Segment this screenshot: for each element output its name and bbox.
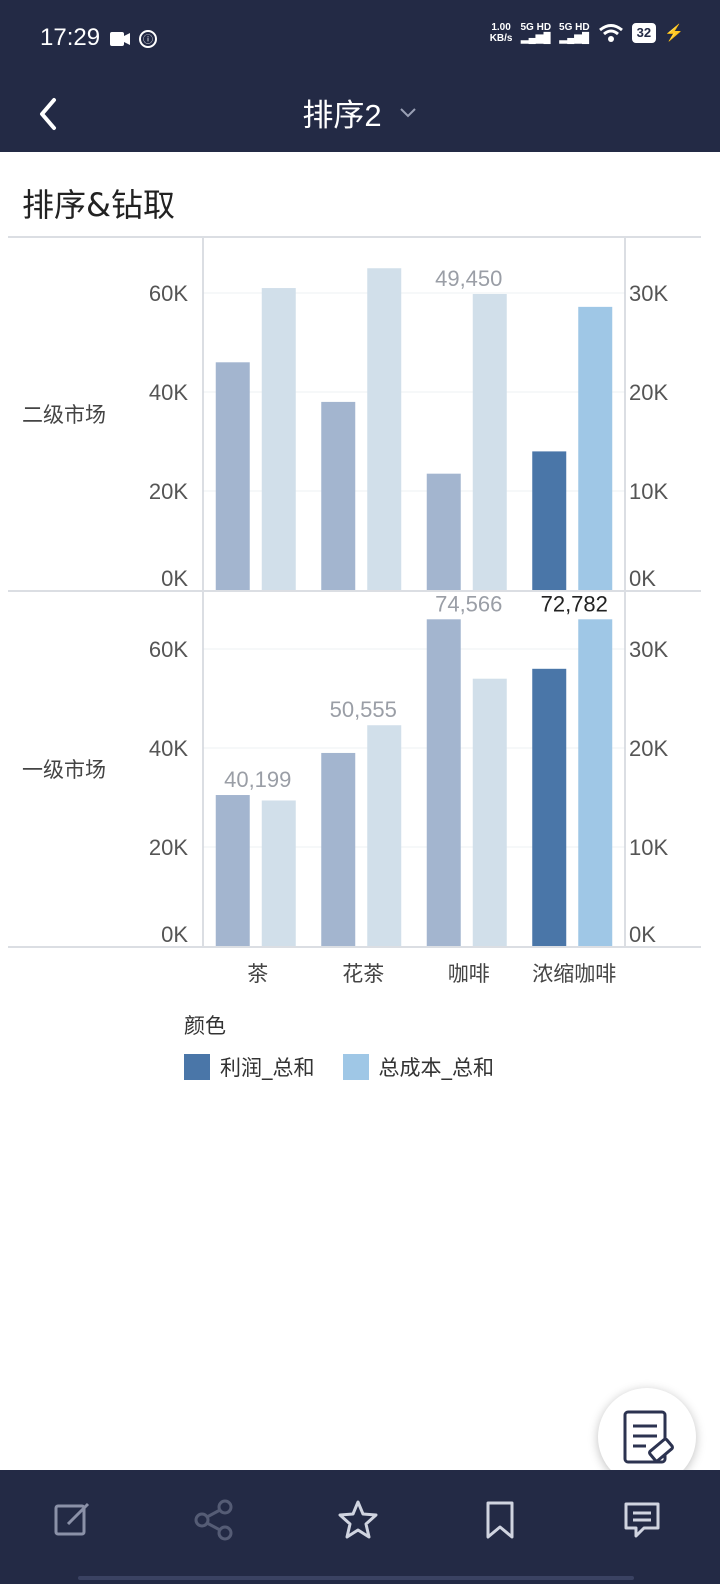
right-axis-tick-label: 20K <box>629 736 668 761</box>
left-axis-tick-label: 0K <box>161 566 188 591</box>
data-label-total: 50,555 <box>330 697 397 722</box>
signal-2: 5G HD ▂▄▆█ <box>559 22 590 44</box>
star-icon[interactable] <box>336 1498 380 1542</box>
data-label-total: 74,566 <box>435 591 502 616</box>
right-axis-tick-label: 30K <box>629 281 668 306</box>
svg-text:ⓘ: ⓘ <box>143 34 153 46</box>
bar-profit <box>426 619 461 946</box>
bar-cost <box>367 268 402 590</box>
legend: 颜色 利润_总和 总成本_总和 <box>184 1010 494 1082</box>
right-axis-tick-label: 0K <box>629 566 656 591</box>
bar-profit <box>426 473 461 590</box>
bar-cost <box>367 725 402 946</box>
left-axis-tick-label: 20K <box>149 835 188 860</box>
left-axis-tick-label: 40K <box>149 736 188 761</box>
data-label-total: 72,782 <box>541 591 608 616</box>
bar-chart: 0K 20K 40K 60K 0K 10K 20K 30K 二级市场 49,450 0K 20K 40K… <box>8 236 701 986</box>
right-axis-tick-label: 0K <box>629 922 656 947</box>
home-indicator <box>78 1576 634 1580</box>
bar-profit <box>215 795 250 946</box>
bar-cost <box>472 678 507 946</box>
category-label: 花茶 <box>342 963 384 986</box>
legend-item-profit[interactable]: 利润_总和 <box>184 1052 315 1082</box>
category-label: 浓缩咖啡 <box>532 963 616 986</box>
status-bar: 17:29 ⓘ 1.00 KB/s 5G HD ▂▄▆█ 5G HD ▂▄▆█ … <box>0 0 720 76</box>
back-icon[interactable] <box>34 94 70 134</box>
bar-profit <box>215 362 250 590</box>
left-axis-tick-label: 60K <box>149 637 188 662</box>
dashboard-selector[interactable]: 排序2 <box>302 90 417 135</box>
status-time: 17:29 <box>40 24 101 51</box>
wifi-icon <box>598 24 623 42</box>
comment-icon[interactable] <box>620 1498 664 1542</box>
row-label: 二级市场 <box>22 404 106 427</box>
legend-title: 颜色 <box>184 1014 226 1038</box>
bottom-toolbar <box>0 1470 720 1584</box>
left-axis-tick-label: 40K <box>149 380 188 405</box>
right-axis-tick-label: 20K <box>629 380 668 405</box>
legend-label-cost: 总成本_总和 <box>378 1056 495 1080</box>
row-label: 一级市场 <box>22 759 106 782</box>
charging-icon: ⚡ <box>664 25 684 42</box>
left-axis-tick-label: 60K <box>149 281 188 306</box>
bar-profit <box>532 451 567 590</box>
bar-profit <box>532 668 567 946</box>
bar-profit <box>321 401 356 590</box>
chart-title: 排序&钻取 <box>22 186 175 224</box>
category-label: 茶 <box>247 963 268 986</box>
right-axis-tick-label: 30K <box>629 637 668 662</box>
bar-cost <box>578 619 613 946</box>
bar-cost <box>261 800 296 946</box>
battery-icon: 32 <box>631 23 657 43</box>
network-speed: 1.00 KB/s <box>489 22 513 44</box>
chevron-down-icon <box>399 107 416 117</box>
legend-swatch-profit <box>184 1054 210 1080</box>
bar-cost <box>472 293 507 590</box>
status-notification-icons: ⓘ <box>110 30 157 48</box>
category-label: 咖啡 <box>448 963 490 986</box>
data-label-total: 40,199 <box>224 767 291 792</box>
left-axis-tick-label: 20K <box>149 479 188 504</box>
bar-profit <box>321 752 356 946</box>
bar-cost <box>261 288 296 590</box>
left-axis-tick-label: 0K <box>161 922 188 947</box>
bookmark-icon[interactable] <box>478 1498 522 1542</box>
nav-bar: 排序2 <box>0 76 720 152</box>
legend-item-cost[interactable]: 总成本_总和 <box>342 1052 495 1082</box>
share-icon[interactable] <box>192 1498 236 1542</box>
signal-1: 5G HD ▂▄▆█ <box>520 22 552 44</box>
status-icons: 1.00 KB/s 5G HD ▂▄▆█ 5G HD ▂▄▆█ 32 ⚡ <box>490 22 684 44</box>
edit-note-icon <box>623 1410 674 1464</box>
right-axis-tick-label: 10K <box>629 479 668 504</box>
legend-label-profit: 利润_总和 <box>220 1056 315 1080</box>
edit-icon[interactable] <box>50 1498 94 1542</box>
bar-cost <box>578 306 613 590</box>
data-label-total: 49,450 <box>435 266 502 291</box>
legend-swatch-cost <box>342 1054 369 1080</box>
annotate-fab[interactable] <box>598 1388 696 1486</box>
page-title: 排序2 <box>302 98 382 133</box>
right-axis-tick-label: 10K <box>629 835 668 860</box>
